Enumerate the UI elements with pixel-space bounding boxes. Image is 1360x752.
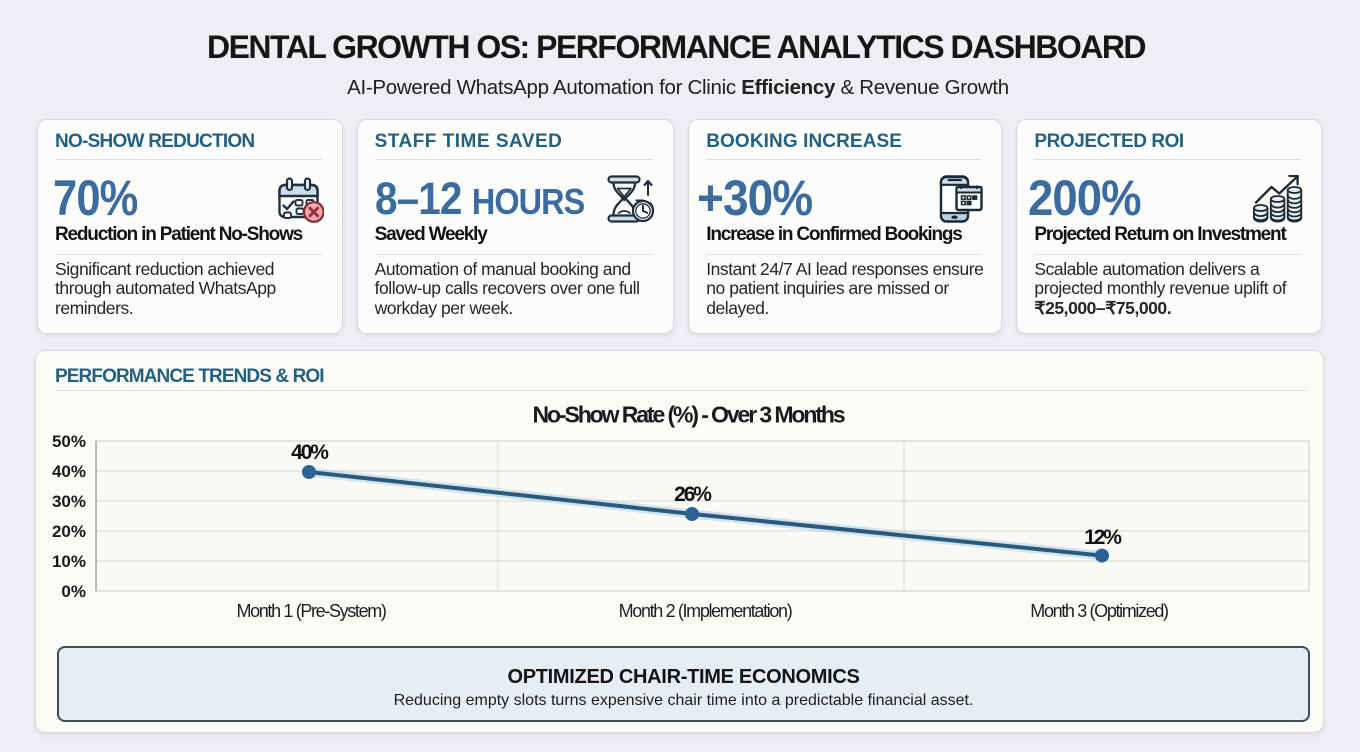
svg-text:No-Show Rate (%) - Over 3 Mont: No-Show Rate (%) - Over 3 Months	[532, 402, 844, 428]
svg-text:40%: 40%	[291, 441, 329, 464]
svg-text:PERFORMANCE TRENDS & ROI: PERFORMANCE TRENDS & ROI	[55, 366, 324, 387]
svg-text:10%: 10%	[52, 552, 86, 571]
svg-text:Month 3 (Optimized): Month 3 (Optimized)	[1030, 601, 1168, 621]
svg-text:20%: 20%	[52, 522, 86, 541]
svg-text:50%: 50%	[52, 432, 86, 451]
svg-text:Month 1 (Pre-System): Month 1 (Pre-System)	[236, 601, 385, 621]
svg-text:40%: 40%	[52, 462, 86, 481]
svg-text:30%: 30%	[52, 492, 86, 511]
svg-text:12%: 12%	[1084, 526, 1122, 549]
svg-text:Month 2 (Implementation): Month 2 (Implementation)	[619, 601, 792, 621]
svg-text:26%: 26%	[674, 483, 712, 506]
svg-text:0%: 0%	[61, 582, 86, 601]
